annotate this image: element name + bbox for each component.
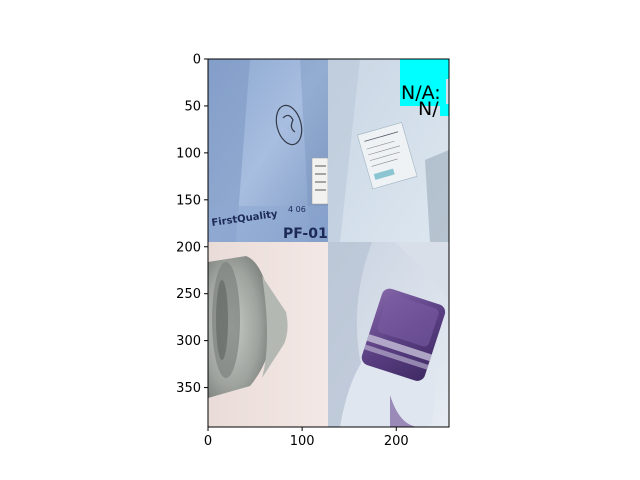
y-tick-label: 150 (176, 193, 201, 208)
y-axis: 0 50 100 150 200 250 300 350 (176, 53, 208, 396)
y-tick-label: 250 (176, 287, 201, 302)
tile-document-on-plastic: N/A: N/ (328, 59, 449, 242)
x-tick-label: 200 (384, 434, 409, 449)
overlay-na-text: N/A: (401, 82, 441, 104)
y-tick-label: 100 (176, 146, 201, 161)
y-tick-label: 350 (176, 381, 201, 396)
y-tick-label: 0 (193, 53, 201, 68)
tile-cardboard-box: FirstQuality 4 06 PF-014/1 (208, 59, 352, 242)
overlay-right-cyan-box (440, 104, 449, 116)
x-axis: 0 100 200 (204, 427, 409, 449)
axes-frame (207, 58, 450, 428)
tile-grey-bottle-cap (208, 242, 328, 427)
overlay-na-partial-text: N/ (418, 98, 439, 120)
box-code-text: PF-014/1 (283, 226, 352, 242)
box-small-text: 4 06 (288, 205, 306, 214)
y-tick-label: 200 (176, 240, 201, 255)
y-tick-label: 300 (176, 334, 201, 349)
y-tick-label: 50 (184, 99, 201, 114)
x-tick-label: 100 (290, 434, 315, 449)
tile-purple-cap (328, 242, 449, 427)
overlay-top-cyan-box (400, 59, 449, 79)
x-tick-label: 0 (204, 434, 212, 449)
overlay-main-cyan-box (400, 79, 446, 106)
